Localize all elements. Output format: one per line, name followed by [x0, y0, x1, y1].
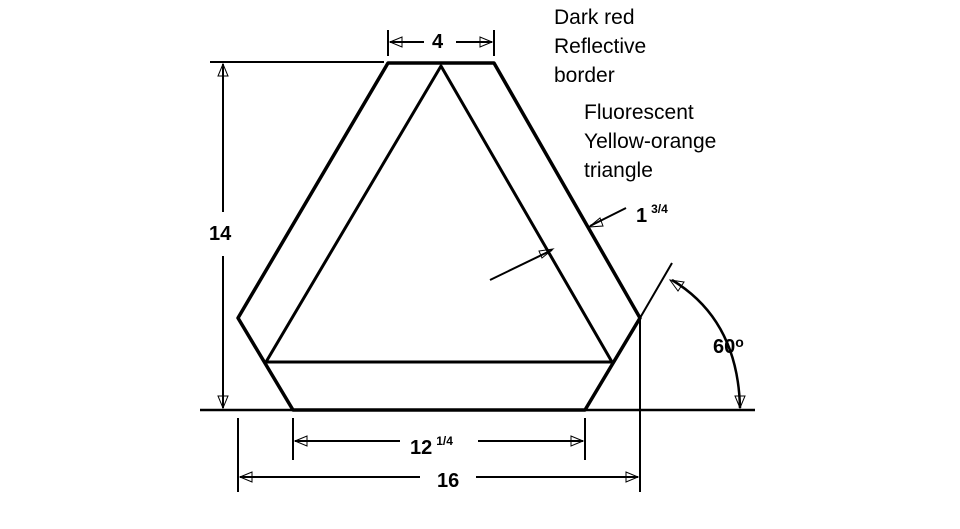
inner-bottom-fraction: 1/4: [436, 434, 453, 448]
inner-bottom-whole: 12: [410, 437, 433, 459]
border-label: Dark red Reflective border: [554, 3, 646, 90]
border-width-dimension: 1 3/4: [636, 198, 668, 227]
angle-unit: o: [735, 334, 744, 350]
border-width-leader-outer: [589, 207, 627, 227]
inner-bottom-arrow-right: [570, 435, 585, 447]
triangle-label: Fluorescent Yellow-orange triangle: [584, 98, 716, 185]
inner-bottom-arrow-left: [293, 435, 308, 447]
inner-triangle: [264, 64, 614, 364]
inner-bottom-dimension: 12 1/4: [410, 430, 453, 459]
border-label-line2: Reflective: [554, 35, 647, 58]
triangle-label-line1: Fluorescent: [584, 101, 694, 124]
height-value: 14: [209, 223, 232, 245]
border-width-whole: 1: [636, 205, 648, 227]
overall-arrow-left: [238, 471, 253, 483]
height-dimension: 14: [209, 223, 231, 245]
angle-value: 60: [713, 336, 736, 358]
triangle-label-line2: Yellow-orange: [584, 130, 717, 153]
border-width-arrow-inner: [538, 248, 555, 259]
outer-border: [236, 61, 642, 412]
angle-arrow-bottom: [734, 395, 746, 410]
overall-width-dimension: 16: [437, 470, 459, 492]
angle-arrow-top: [668, 279, 685, 292]
top-dim-arrow-left: [388, 36, 403, 48]
angle-dimension: 60o: [713, 331, 744, 358]
angle-arc: [671, 278, 742, 409]
height-arrow-bottom: [217, 395, 229, 410]
overall-width-value: 16: [437, 470, 460, 492]
overall-arrow-right: [625, 471, 640, 483]
top-width-dimension: 4: [432, 31, 443, 53]
border-label-line3: border: [554, 64, 615, 87]
border-label-line1: Dark red: [554, 6, 635, 29]
border-width-fraction: 3/4: [651, 202, 668, 216]
border-width-leader-inner: [489, 249, 553, 281]
height-arrow-top: [217, 62, 229, 77]
top-width-value: 4: [432, 31, 444, 53]
border-width-arrow-outer: [587, 217, 604, 228]
triangle-label-line3: triangle: [584, 159, 653, 182]
top-dim-arrow-right: [479, 36, 494, 48]
angle-leg: [639, 262, 673, 319]
